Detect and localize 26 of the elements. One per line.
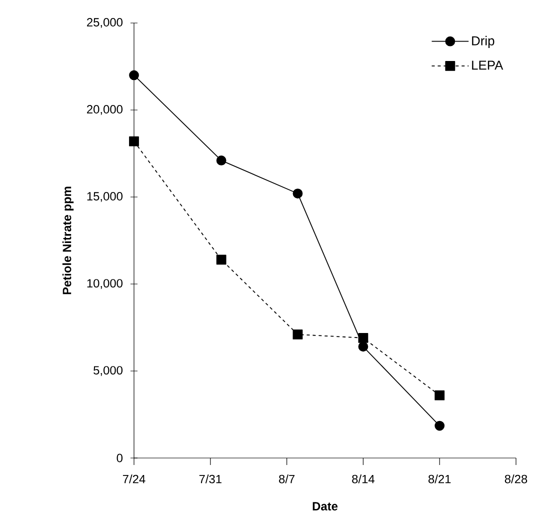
point — [358, 332, 368, 343]
point — [434, 390, 445, 400]
point — [129, 70, 139, 80]
y-axis-title: Petiole Nitrate ppm — [62, 186, 74, 294]
legend-label: LEPA — [472, 60, 504, 70]
point — [216, 156, 226, 166]
x-tick-label: 8/21 — [428, 474, 451, 484]
point — [216, 254, 226, 265]
point — [292, 330, 303, 340]
point — [292, 188, 303, 198]
x-tick-label: 8/14 — [352, 474, 374, 484]
y-tick-label: 10,000 — [87, 279, 123, 289]
x-tick-label: 7/24 — [122, 474, 146, 484]
y-tick-label: 20,000 — [87, 105, 123, 115]
point — [434, 420, 445, 431]
y-tick-label: 0 — [116, 454, 123, 462]
y-tick-label: 5,000 — [94, 366, 123, 376]
x-axis-title: Date — [312, 502, 338, 510]
y-tick-label: 25,000 — [87, 18, 123, 28]
x-tick-label: 8/7 — [279, 474, 295, 484]
x-tick-label: 7/31 — [199, 474, 222, 484]
y-tick-label: 15,000 — [87, 192, 123, 202]
point — [358, 342, 368, 352]
point — [129, 136, 139, 146]
legend-label: Drip — [472, 36, 494, 48]
x-tick-label: 8/28 — [504, 474, 528, 484]
